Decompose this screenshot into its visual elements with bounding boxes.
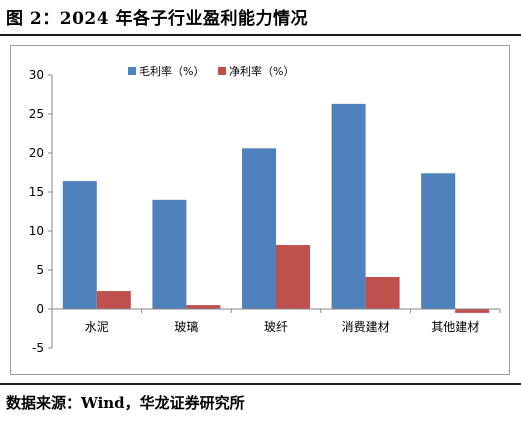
y-tick-label: 10 — [29, 224, 44, 238]
net-margin-bar — [276, 245, 310, 309]
y-tick-label: 30 — [29, 68, 44, 82]
chart-container: -5 0 5 10 15 20 25 30 水泥 玻璃 玻纤 消费建材 其他建材 毛利率（%） 净利率（… — [10, 45, 510, 375]
legend-label-gross-margin: 毛利率（%） — [139, 64, 204, 78]
source-note: 数据来源：Wind，华龙证券研究所 — [6, 394, 245, 412]
x-category-label: 玻璃 — [174, 320, 198, 334]
bar-chart: -5 0 5 10 15 20 25 30 水泥 玻璃 玻纤 消费建材 其他建材 毛利率（%） 净利率（… — [10, 45, 510, 375]
y-tick-label: 20 — [29, 146, 44, 160]
x-category-label: 消费建材 — [342, 320, 390, 334]
x-category-label: 玻纤 — [264, 320, 288, 334]
legend-swatch-net-margin — [218, 67, 226, 75]
y-tick-label: 0 — [36, 302, 44, 316]
x-category-label: 其他建材 — [431, 320, 479, 334]
gross-margin-bar — [152, 199, 187, 309]
net-margin-bar — [455, 309, 490, 313]
net-margin-bar — [186, 305, 221, 309]
gross-margin-bar — [331, 103, 366, 309]
gross-margin-bar — [62, 181, 97, 309]
title-rule — [0, 34, 521, 36]
y-tick-label: -5 — [32, 341, 44, 355]
net-margin-bar — [96, 291, 131, 309]
net-margin-bar — [365, 277, 400, 309]
y-tick-label: 15 — [29, 185, 44, 199]
gross-margin-bar — [242, 148, 276, 309]
figure-title: 图 2：2024 年各子行业盈利能力情况 — [6, 9, 308, 29]
y-tick-label: 25 — [29, 107, 44, 121]
legend-label-net-margin: 净利率（%） — [229, 64, 294, 78]
y-tick-label: 5 — [36, 263, 44, 277]
source-rule — [0, 383, 521, 385]
gross-margin-bar — [421, 173, 456, 309]
legend-swatch-gross-margin — [128, 67, 136, 75]
x-category-label: 水泥 — [85, 320, 109, 334]
